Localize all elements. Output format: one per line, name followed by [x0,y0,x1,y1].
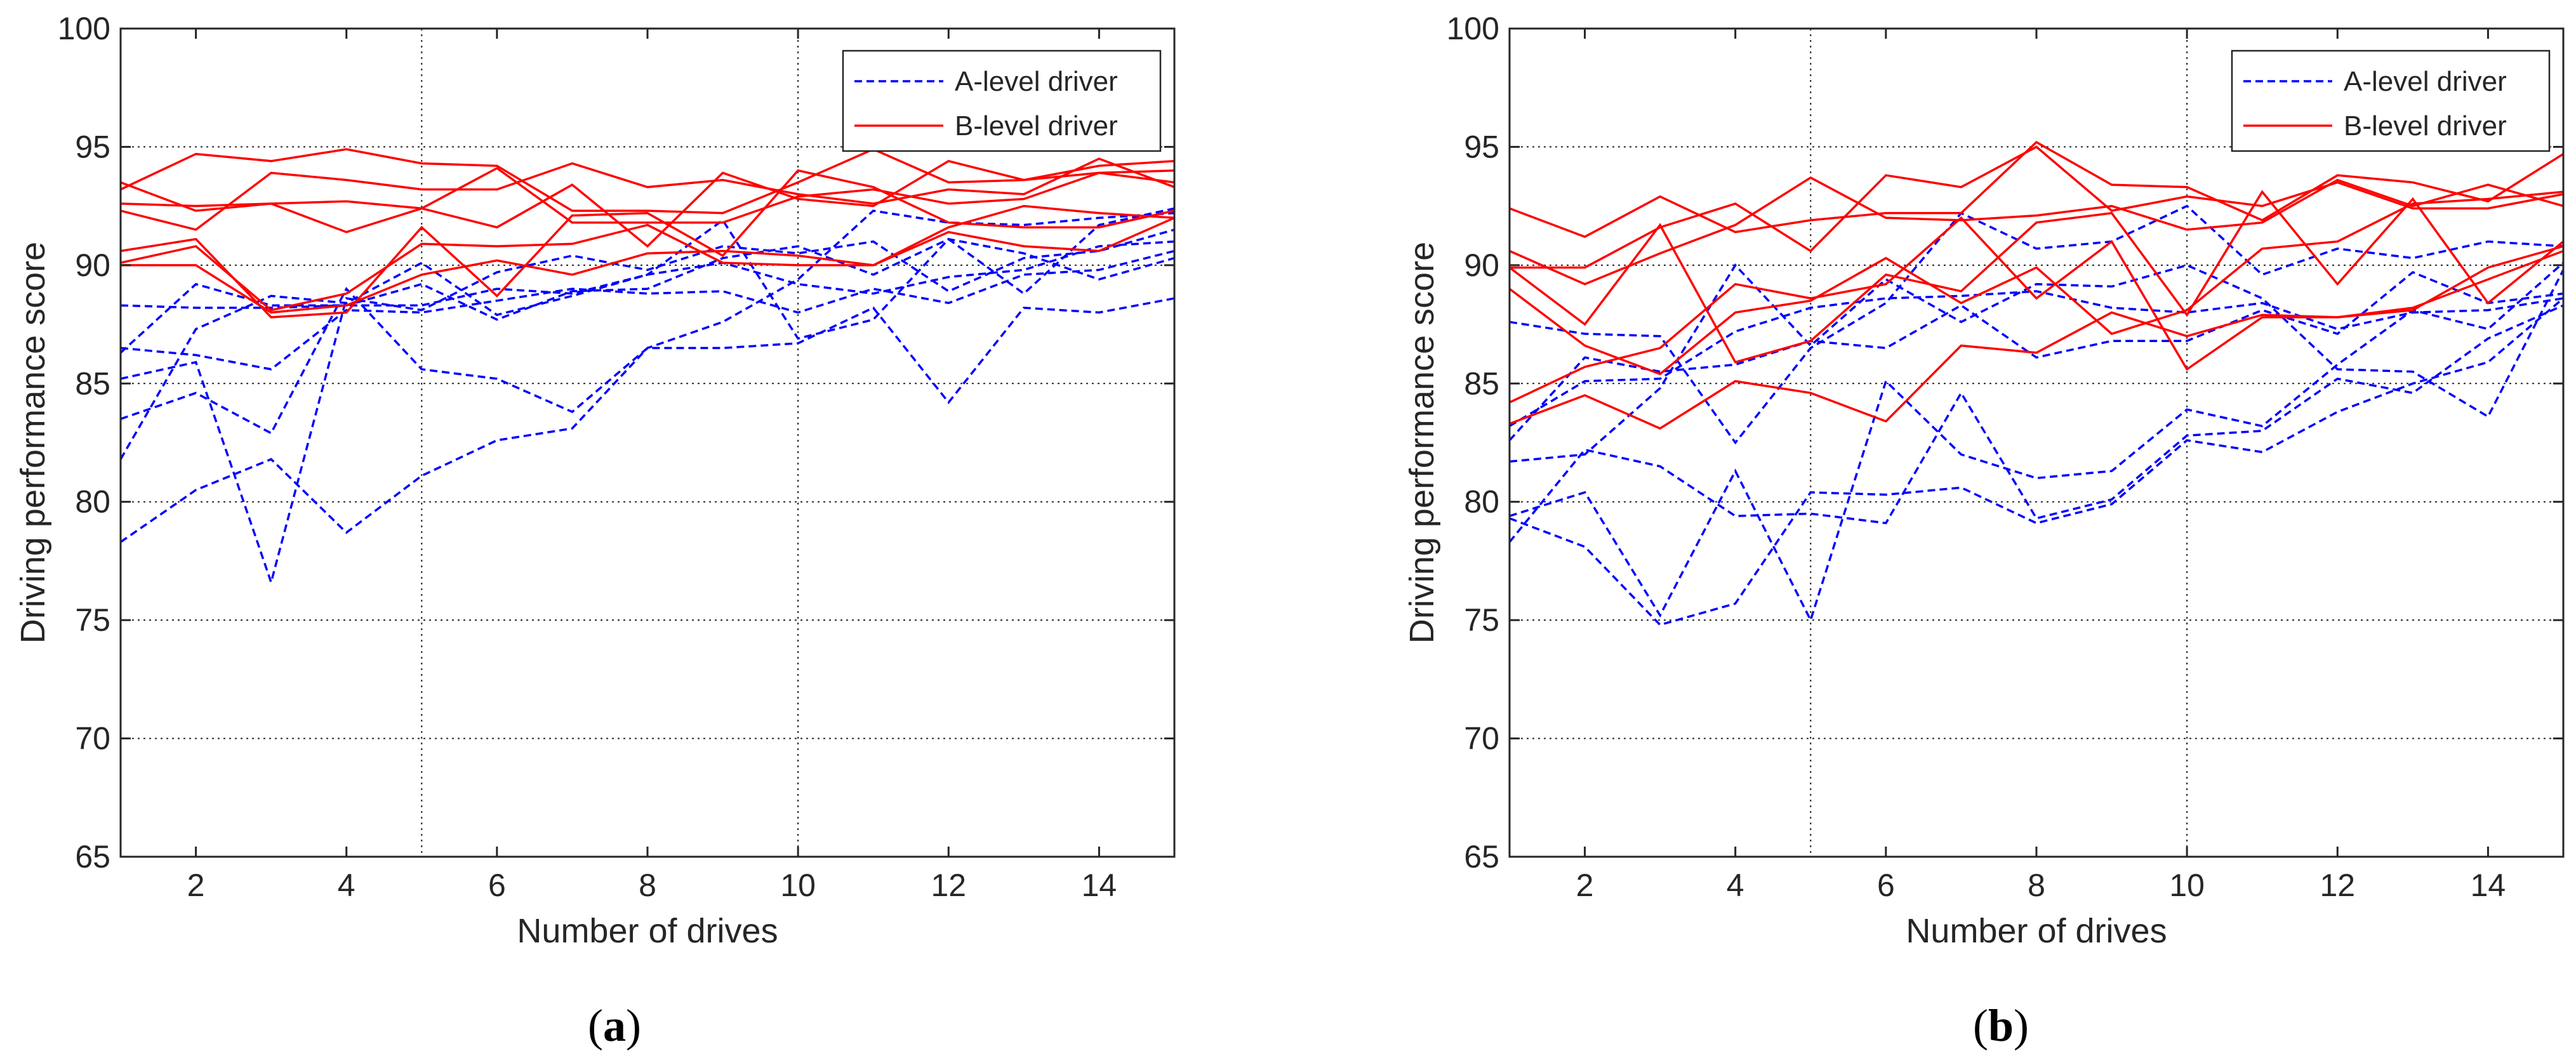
b-level-series-line [120,157,1175,231]
x-tick-label: 4 [338,868,355,903]
caption-b-close: ) [2014,1000,2029,1051]
y-axis-label: Driving performance score [1403,242,1441,644]
caption-a-close: ) [626,1000,641,1051]
plot-area [121,29,1174,857]
b-level-series-line [1508,190,2564,376]
a-level-series-line [1508,270,2564,441]
y-tick-label: 100 [1447,11,1499,46]
x-tick-label: 12 [2320,868,2355,903]
b-level-series-line [1509,249,2564,430]
legend-box [842,50,1162,152]
b-level-series-line [120,169,1175,319]
x-tick-label: 14 [2471,868,2506,903]
panel-a: 65 70 75 80 85 90 95 100 2 4 6 8 10 12 14 Number of dri… [14,11,1176,950]
a-level-series-line [120,249,1175,371]
a-level-series-line [1509,204,2564,445]
y-tick-label: 100 [58,11,110,46]
legend-b-level-label: B-level driver [2344,110,2507,142]
x-tick-label: 10 [2169,868,2205,903]
b-level-series-line [1509,176,2564,286]
y-tick-label: 65 [1464,839,1499,875]
legend-a-level-label: A-level driver [955,66,1118,97]
x-tick-label: 6 [488,868,506,903]
caption-b-letter: b [1988,1000,2014,1051]
legend: A-level driver B-level driver [842,50,1162,152]
x-tick-label: 4 [1727,868,1744,903]
b-level-series-line [1509,140,2564,239]
x-tick-label: 10 [780,868,816,903]
a-level-series-line [1509,263,2565,463]
y-tick-label: 80 [1464,484,1499,520]
y-tick-label: 75 [75,602,110,638]
legend-box [2231,50,2551,152]
plot-area [1510,29,2563,857]
x-tick-label: 2 [1576,868,1594,903]
y-tick-label: 75 [1464,602,1499,638]
a-level-series-line [1509,261,2565,623]
y-axis-label: Driving performance score [14,242,52,644]
x-tick-label: 14 [1082,868,1117,903]
a-level-series-line [119,207,1175,460]
a-level-series-line [1509,297,2565,626]
b-level-series-line [1509,216,2564,404]
caption-a-open: ( [588,1000,603,1051]
a-level-series-line [120,228,1175,586]
x-axis-label: Number of drives [517,912,778,950]
caption-b: (b) [1973,1000,2029,1051]
a-level-series-line [1508,304,2564,543]
y-tick-label: 95 [75,129,110,164]
y-tick-label: 70 [1464,721,1499,756]
y-tick-label: 65 [75,839,110,875]
caption-a: (a) [588,1000,641,1051]
legend: A-level driver B-level driver [2231,50,2551,152]
b-level-series-line [120,216,1175,312]
legend-a-level-label: A-level driver [2344,66,2507,97]
y-tick-label: 85 [75,366,110,401]
x-tick-label: 6 [1877,868,1895,903]
b-level-series-line [120,148,1175,215]
y-tick-label: 70 [75,721,110,756]
panel-b: 65 70 75 80 85 90 95 100 2 4 6 8 10 12 14 Number of dri… [1403,11,2565,950]
x-tick-label: 8 [2028,868,2045,903]
y-tick-label: 80 [75,484,110,520]
caption-b-open: ( [1973,1000,1988,1051]
y-tick-label: 90 [75,248,110,283]
a-level-series-line [1509,290,2564,427]
b-level-series-line [121,204,1175,314]
x-tick-label: 8 [639,868,656,903]
b-level-series-line [120,166,1175,224]
b-level-series-line [1510,145,2564,269]
x-tick-label: 12 [931,868,966,903]
y-tick-label: 95 [1464,129,1499,164]
x-tick-label: 2 [187,868,205,903]
b-level-series-line [120,159,1175,248]
legend-b-level-label: B-level driver [955,110,1118,142]
y-tick-label: 85 [1464,366,1499,401]
y-tick-label: 90 [1464,248,1499,283]
caption-a-letter: a [603,1000,626,1051]
b-level-series-line [1508,190,2565,364]
x-axis-label: Number of drives [1906,912,2167,950]
